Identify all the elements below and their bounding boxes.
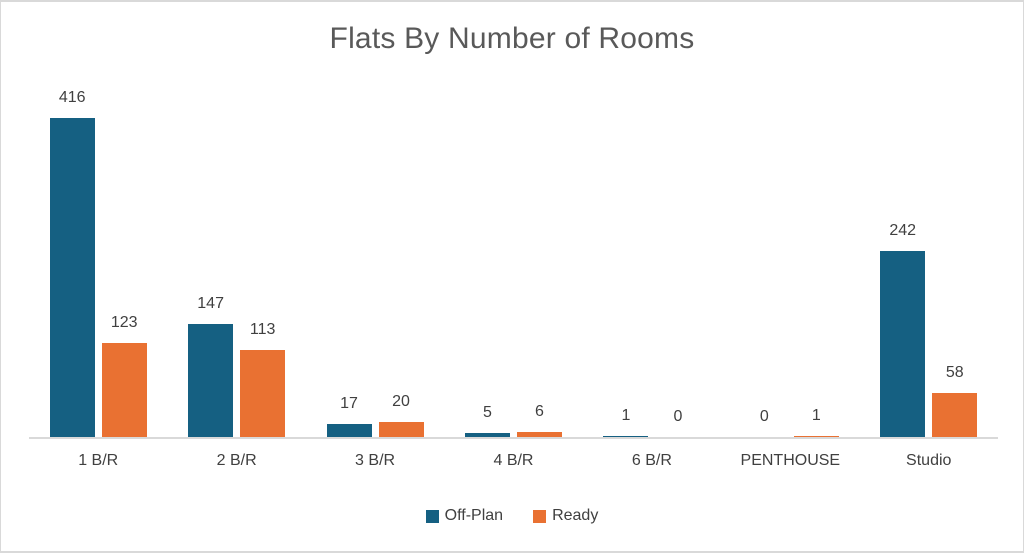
data-label: 17 <box>340 395 358 413</box>
plot-area: 416 123 147 113 17 20 5 6 1 0 0 1 242 58 <box>29 2 998 437</box>
category-group: 242 58 <box>860 222 998 437</box>
bar-off-plan <box>326 424 372 437</box>
bar-ready <box>378 422 424 437</box>
data-label: 0 <box>673 408 683 426</box>
bar-wrap: 147 <box>188 295 234 437</box>
x-axis-tick-label: 3 B/R <box>355 452 396 469</box>
legend-item: Ready <box>533 507 598 525</box>
data-label: 20 <box>392 393 410 411</box>
category-group: 17 20 <box>306 393 444 437</box>
data-label: 1 <box>621 407 631 425</box>
bar-wrap: 1 <box>603 407 649 437</box>
x-axis-tick-label: Studio <box>906 452 952 469</box>
bar-ready <box>793 436 839 437</box>
category-group: 416 123 <box>29 89 167 437</box>
x-axis-tick-label: 2 B/R <box>216 452 257 469</box>
bar-ready <box>932 393 978 437</box>
legend-swatch-icon <box>425 509 439 523</box>
data-label: 147 <box>197 295 224 313</box>
legend-swatch-icon <box>533 509 547 523</box>
bar-off-plan <box>603 436 649 437</box>
bar-off-plan <box>49 118 95 437</box>
x-axis-tick-label: 1 B/R <box>78 452 119 469</box>
bar-wrap: 58 <box>932 364 978 437</box>
legend-label: Ready <box>552 507 599 524</box>
data-label: 123 <box>110 314 138 332</box>
data-label: 242 <box>889 222 917 240</box>
bar-off-plan <box>464 433 510 437</box>
chart-title: Flats By Number of Rooms <box>329 22 695 55</box>
data-label: 0 <box>759 408 769 426</box>
x-axis-tick-label: PENTHOUSE <box>740 452 841 469</box>
x-axis-tick-label: 6 B/R <box>631 452 672 469</box>
bar-off-plan <box>880 251 926 437</box>
bar-wrap: 6 <box>516 403 562 437</box>
bar-ready <box>240 350 286 437</box>
bar-wrap: 416 <box>49 89 95 437</box>
bar-wrap: 0 <box>655 408 700 437</box>
bar-wrap: 113 <box>240 321 286 437</box>
legend-label: Off-Plan <box>444 507 504 524</box>
bar-wrap: 17 <box>326 395 372 437</box>
bar-wrap: 5 <box>464 404 510 437</box>
data-label: 6 <box>535 403 544 421</box>
data-label: 1 <box>811 407 821 425</box>
data-label: 5 <box>483 404 492 422</box>
legend-item: Off-Plan <box>425 507 504 525</box>
bar-wrap: 20 <box>378 393 424 437</box>
x-axis-labels: 1 B/R 2 B/R 3 B/R 4 B/R 6 B/R PENTHOUSE Studio <box>29 452 998 470</box>
data-label: 113 <box>249 321 276 339</box>
bar-ready <box>101 343 147 437</box>
legend: Off-Plan Ready <box>1 507 1023 525</box>
x-axis-tick-label: 4 B/R <box>493 452 534 469</box>
x-axis-line <box>29 437 998 439</box>
category-group: 147 113 <box>167 295 305 437</box>
bar-off-plan <box>188 324 234 437</box>
data-label: 58 <box>945 364 964 382</box>
bar-wrap: 1 <box>793 407 839 437</box>
bar-ready <box>516 432 562 437</box>
bar-wrap: 0 <box>742 408 787 437</box>
bar-wrap: 123 <box>101 314 147 437</box>
data-label: 416 <box>58 89 86 107</box>
bar-wrap: 242 <box>880 222 926 437</box>
